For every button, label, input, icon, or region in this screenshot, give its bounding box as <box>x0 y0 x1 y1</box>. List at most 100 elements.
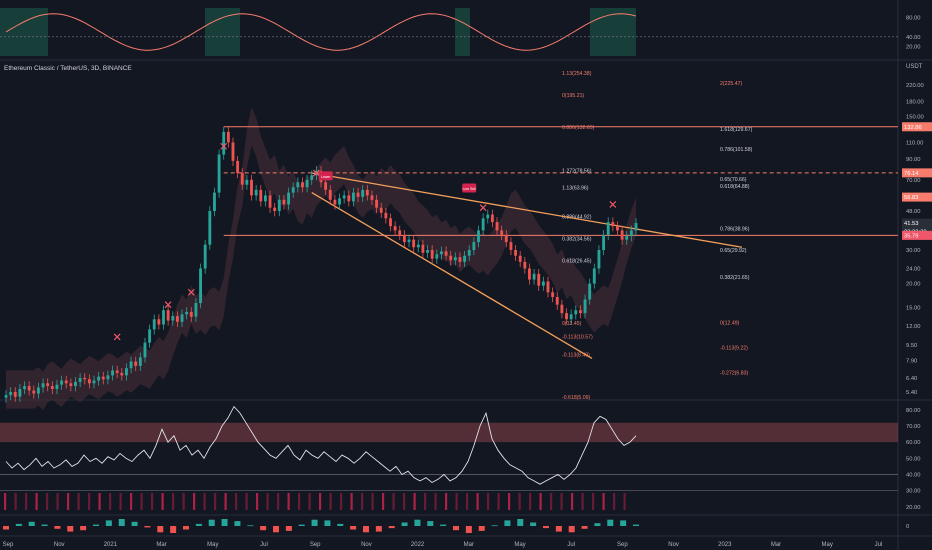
candle-body <box>208 211 212 245</box>
candle-body <box>18 388 22 397</box>
candle-body <box>291 187 295 193</box>
candle-body <box>296 182 300 188</box>
x-tick-label: Mar <box>464 542 474 548</box>
rsi-overbought-band <box>0 422 898 443</box>
candle-body <box>597 249 601 269</box>
rsi-tick-label: 20.00 <box>906 505 921 511</box>
candle-body <box>625 236 629 240</box>
y-tick-label: 30.00 <box>906 248 921 254</box>
macd-bar <box>568 526 575 533</box>
candle-body <box>356 192 360 197</box>
macd-bar <box>324 520 331 526</box>
candle-body <box>500 230 504 235</box>
fib-label: 0(12.45) <box>562 321 582 327</box>
macd-bar <box>105 520 112 526</box>
fib-label: 1.618(129.67) <box>720 127 753 133</box>
macd-bar <box>195 523 202 526</box>
annotation-badge-text: Low Sell <box>462 187 476 191</box>
rsi-strip-bar <box>539 493 542 510</box>
candle-body <box>616 226 619 231</box>
y-tick-label: 150.00 <box>906 115 924 121</box>
candle-body <box>222 131 226 155</box>
cross-marker <box>609 201 617 208</box>
candle-body <box>115 370 119 373</box>
macd-bar <box>337 523 344 526</box>
candle-body <box>578 310 582 314</box>
y-tick-label: 7.90 <box>906 358 917 364</box>
rsi-strip-bar <box>298 493 301 510</box>
macd-bar <box>311 519 318 526</box>
candle-body <box>532 273 536 280</box>
macd-bar <box>221 519 228 526</box>
candle-body <box>560 304 564 314</box>
macd-bar <box>144 526 151 528</box>
candle-body <box>185 311 189 315</box>
candle-body <box>162 310 165 325</box>
macd-bar <box>478 526 485 531</box>
candle-body <box>213 192 216 212</box>
fib-label: 0.786(38.96) <box>720 226 750 232</box>
candle-body <box>453 257 457 261</box>
candle-body <box>157 319 161 325</box>
candle-body <box>546 281 550 293</box>
rsi-strip-bar <box>14 493 17 510</box>
candle-body <box>226 131 230 143</box>
candle-body <box>379 207 383 213</box>
macd-bar <box>67 526 74 532</box>
candle-body <box>518 255 522 262</box>
candle-body <box>194 303 198 317</box>
rsi-strip-bar <box>109 493 112 510</box>
rsi-strip-bar <box>487 493 490 510</box>
fib-label: 0.382(34.56) <box>562 236 592 242</box>
top-oscillator-panel: 80.00 40.00 20.00 <box>0 8 921 56</box>
macd-bar <box>54 526 61 529</box>
fib-label: 1.13(63.96) <box>562 185 589 191</box>
rsi-strip-bar <box>67 493 70 510</box>
candle-body <box>37 387 40 394</box>
rsi-strip-bar <box>172 493 175 510</box>
x-tick-label: Sep <box>617 542 628 548</box>
candle-body <box>78 377 82 382</box>
y-tick-label: 180.00 <box>906 100 924 106</box>
candle-body <box>565 313 568 320</box>
candle-body <box>125 368 128 376</box>
candle-body <box>389 218 392 227</box>
rsi-strip-bar <box>497 493 500 510</box>
macd-bar <box>465 526 472 533</box>
fib-label: 0.786(101.58) <box>720 147 753 153</box>
rsi-strip-bar <box>319 493 322 510</box>
macd-bar <box>131 521 138 526</box>
price-label-bg <box>902 168 932 178</box>
candle-body <box>463 255 467 262</box>
candle-body <box>393 226 397 231</box>
rsi-strip-bar <box>550 493 553 510</box>
rsi-strip-bar <box>361 493 364 510</box>
candle-body <box>46 383 50 387</box>
macd-bar <box>298 524 305 526</box>
rsi-strip-bar <box>424 493 427 510</box>
candle-body <box>583 299 587 314</box>
candle-body <box>259 189 263 202</box>
y-tick-label: 24.00 <box>906 266 921 272</box>
fib-label: -0.113(8.49) <box>562 353 590 359</box>
macd-bar <box>157 526 164 533</box>
macd-bar <box>93 524 99 526</box>
x-tick-label: 2023 <box>718 542 732 548</box>
rsi-strip-bar <box>382 493 385 510</box>
x-tick-label: Jul <box>567 542 575 548</box>
y-tick-label: 110.00 <box>906 140 923 146</box>
macd-bar <box>453 526 459 531</box>
wedge-lower-line <box>311 192 593 359</box>
rsi-strip-bar <box>466 493 469 510</box>
rsi-strip-bar <box>35 493 38 510</box>
rsi-strip-bar <box>151 493 154 510</box>
x-tick-label: Mar <box>771 542 781 548</box>
fib-label: 0.382(21.65) <box>720 275 750 281</box>
candle-body <box>134 361 138 366</box>
price-label-bg <box>902 122 932 132</box>
candle-body <box>55 384 59 389</box>
rsi-strip-bar <box>434 493 437 510</box>
macd-bar <box>273 526 279 533</box>
